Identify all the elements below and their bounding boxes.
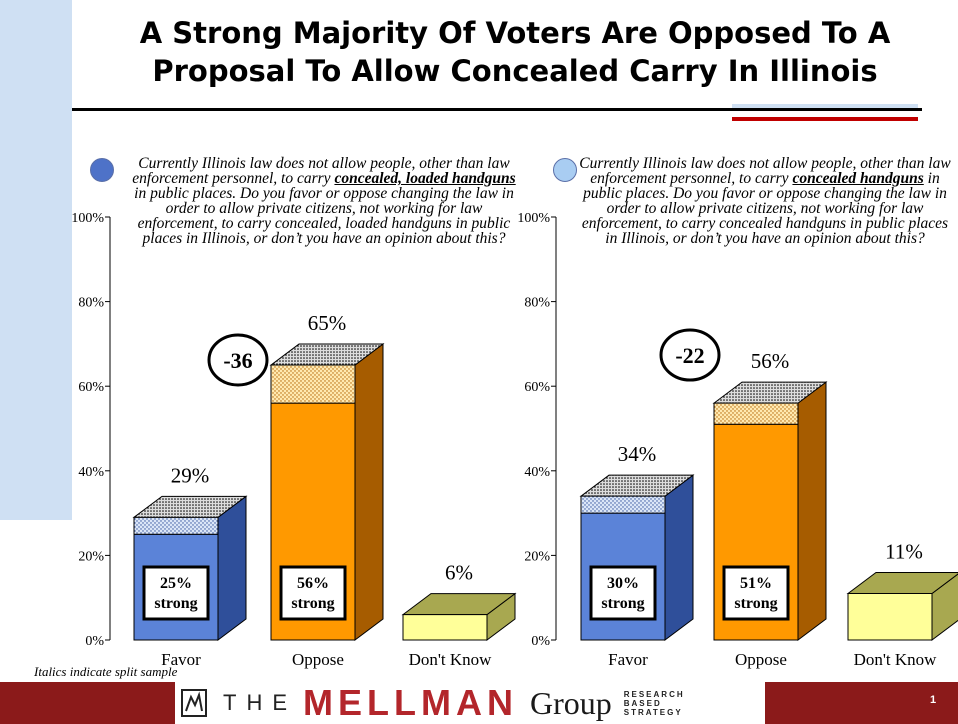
strong-box xyxy=(142,565,210,621)
page-number: 1 xyxy=(929,694,937,706)
strong-percent: 51% xyxy=(740,575,772,592)
net-circle xyxy=(659,328,721,382)
net-label: -22 xyxy=(675,343,704,368)
strong-label: strong xyxy=(154,595,197,612)
bar-value-label: 34% xyxy=(618,442,657,466)
bar-value-label: 56% xyxy=(751,349,790,373)
question-bullet-icon xyxy=(90,158,114,182)
question-text: Currently Illinois law does not allow pe… xyxy=(575,155,955,247)
y-tick-label: 20% xyxy=(524,549,550,564)
strong-percent: 30% xyxy=(607,575,639,592)
category-label: Favor xyxy=(608,650,648,669)
bar-front-soft xyxy=(133,516,219,535)
y-tick-label: 20% xyxy=(78,549,104,564)
category-label: Oppose xyxy=(292,650,344,669)
bar-side xyxy=(354,343,384,641)
logo-mellman: MELLMAN xyxy=(303,682,518,723)
logo-tagline-2: BASED xyxy=(623,698,662,708)
question-post: in public places. Do you favor or oppose… xyxy=(581,170,949,247)
question-bullet-icon xyxy=(553,158,577,182)
strong-box xyxy=(722,565,790,621)
logo-tagline-3: STRATEGY xyxy=(623,707,683,717)
title-accent-blue xyxy=(732,104,918,108)
mellman-logo: THE MELLMAN Group RESEARCH BASED STRATEG… xyxy=(175,682,765,724)
question-post: in public places. Do you favor or oppose… xyxy=(134,185,514,247)
y-tick-label: 100% xyxy=(517,211,550,226)
logo-mark-icon xyxy=(181,689,207,717)
net-label: -36 xyxy=(223,348,252,373)
strong-box xyxy=(589,565,657,621)
y-tick-label: 80% xyxy=(524,296,550,311)
bar-value-label: 6% xyxy=(445,561,473,585)
bar-value-label: 29% xyxy=(171,463,210,487)
bar-front-strong xyxy=(402,614,488,641)
question-pre: Currently Illinois law does not allow pe… xyxy=(579,155,951,187)
bar-side xyxy=(797,381,827,641)
question-emphasis: concealed, loaded handguns xyxy=(334,170,516,187)
y-tick-label: 100% xyxy=(71,211,104,226)
category-label: Oppose xyxy=(735,650,787,669)
logo-tagline-1: RESEARCH xyxy=(623,689,685,699)
strong-label: strong xyxy=(601,595,644,612)
category-label: Don't Know xyxy=(409,650,493,669)
title-accent-red xyxy=(732,117,918,121)
category-label: Don't Know xyxy=(854,650,938,669)
category-label: Favor xyxy=(161,650,201,669)
logo-the: THE xyxy=(223,690,297,715)
strong-percent: 25% xyxy=(160,575,192,592)
title-line-2: Proposal To Allow Concealed Carry In Ill… xyxy=(152,54,878,88)
logo-tagline: RESEARCH BASED STRATEGY xyxy=(624,690,685,717)
footnote: Italics indicate split sample xyxy=(34,664,178,679)
left-accent-bar xyxy=(0,0,72,520)
y-tick-label: 80% xyxy=(78,296,104,311)
strong-percent: 56% xyxy=(297,575,329,592)
y-tick-label: 60% xyxy=(78,380,104,395)
strong-label: strong xyxy=(734,595,777,612)
bar-side xyxy=(664,474,694,641)
bar-value-label: 11% xyxy=(885,539,923,563)
question-text: Currently Illinois law does not allow pe… xyxy=(130,155,518,247)
bar-value-label: 65% xyxy=(308,311,347,335)
title-band xyxy=(72,0,958,112)
bar-front-soft xyxy=(713,402,799,425)
question-emphasis: concealed handguns xyxy=(792,170,924,187)
bar-front-soft xyxy=(580,495,666,514)
logo-group: Group xyxy=(529,684,612,721)
y-tick-label: 0% xyxy=(85,634,104,649)
slide-title: A Strong Majority Of Voters Are Opposed … xyxy=(80,14,950,90)
bar-side xyxy=(217,495,247,641)
question-pre: Currently Illinois law does not allow pe… xyxy=(132,155,510,187)
title-rule xyxy=(72,108,922,111)
title-line-1: A Strong Majority Of Voters Are Opposed … xyxy=(139,16,891,50)
y-tick-label: 40% xyxy=(78,465,104,480)
bar-front-strong xyxy=(847,592,933,641)
strong-box xyxy=(279,565,347,621)
strong-label: strong xyxy=(291,595,334,612)
net-circle xyxy=(207,333,269,387)
y-tick-label: 0% xyxy=(531,634,550,649)
y-tick-label: 40% xyxy=(524,465,550,480)
y-tick-label: 60% xyxy=(524,380,550,395)
bar-front-soft xyxy=(270,364,356,404)
